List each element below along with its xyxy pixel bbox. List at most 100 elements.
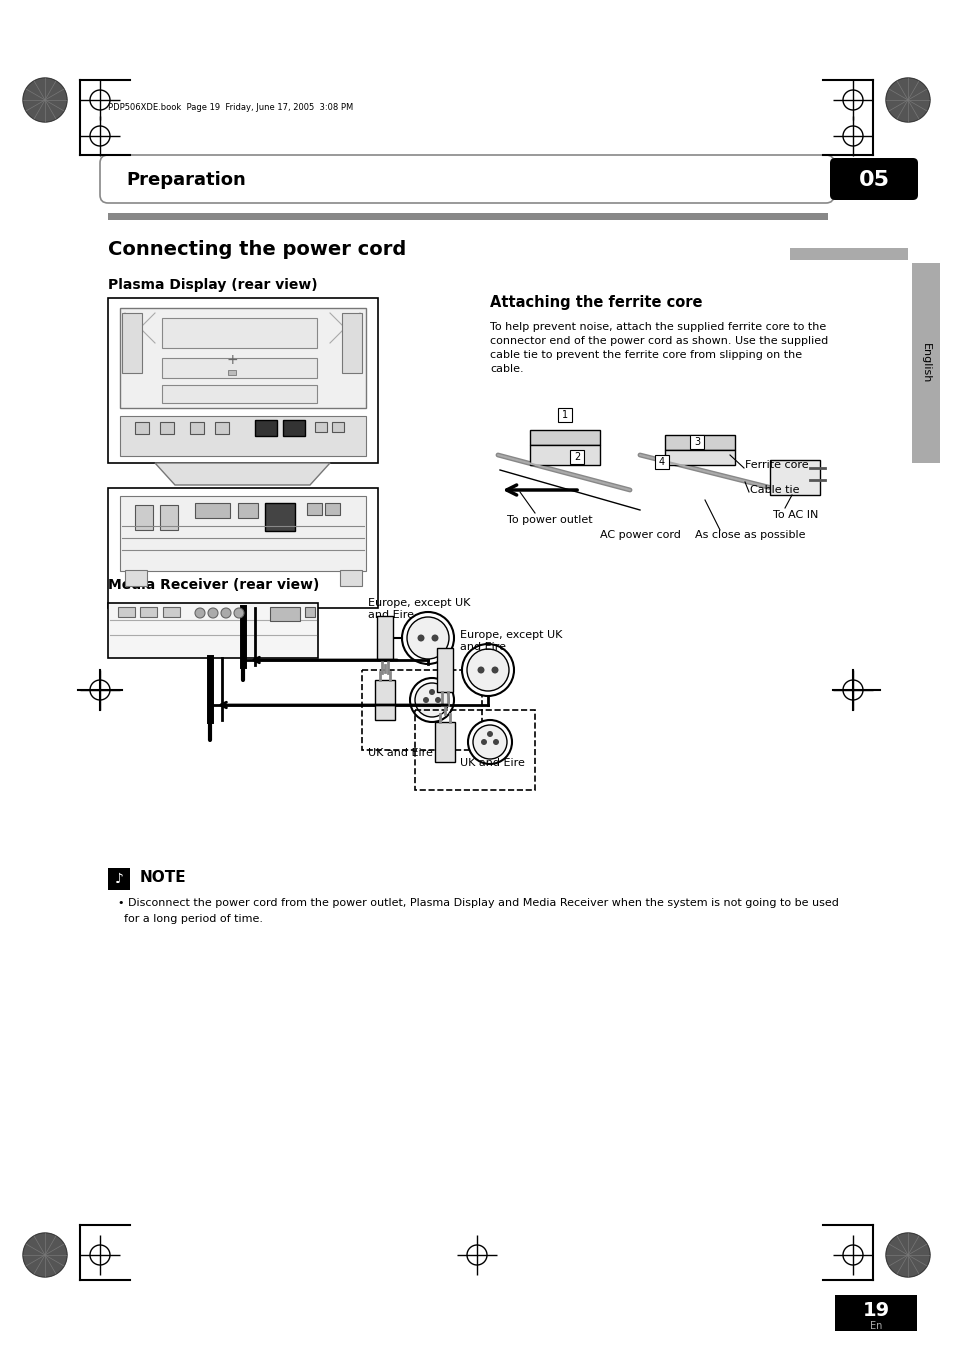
Bar xyxy=(415,711,535,790)
Circle shape xyxy=(429,689,435,694)
Polygon shape xyxy=(664,435,734,450)
Bar xyxy=(135,505,152,530)
Bar xyxy=(162,385,316,403)
Text: AC power cord: AC power cord xyxy=(599,530,680,540)
Text: To AC IN: To AC IN xyxy=(772,509,818,520)
Bar xyxy=(332,422,344,432)
Polygon shape xyxy=(154,463,330,485)
Bar xyxy=(689,435,703,449)
Circle shape xyxy=(467,648,509,690)
Text: Attaching the ferrite core: Attaching the ferrite core xyxy=(490,295,701,309)
Text: +: + xyxy=(226,353,237,367)
Bar xyxy=(190,422,204,434)
Bar xyxy=(325,503,339,515)
Text: Media Receiver (rear view): Media Receiver (rear view) xyxy=(108,578,319,592)
Bar xyxy=(769,459,820,494)
Bar xyxy=(120,496,366,571)
Circle shape xyxy=(233,608,244,617)
Circle shape xyxy=(417,635,424,642)
Circle shape xyxy=(480,739,486,744)
Text: Cable tie: Cable tie xyxy=(749,485,799,494)
Circle shape xyxy=(473,725,506,759)
Bar xyxy=(135,422,149,434)
Text: As close as possible: As close as possible xyxy=(695,530,804,540)
Bar xyxy=(118,607,135,617)
Bar xyxy=(120,416,366,457)
Text: 05: 05 xyxy=(858,170,888,190)
Circle shape xyxy=(410,678,454,721)
Circle shape xyxy=(461,644,514,696)
Bar xyxy=(436,648,453,692)
Bar xyxy=(789,249,907,259)
Bar xyxy=(108,213,827,220)
Polygon shape xyxy=(530,444,599,465)
Polygon shape xyxy=(23,78,67,122)
Bar xyxy=(140,607,157,617)
Bar xyxy=(270,607,299,621)
Text: Europe, except UK
and Eire: Europe, except UK and Eire xyxy=(459,630,561,651)
Polygon shape xyxy=(885,1233,929,1277)
Text: English: English xyxy=(920,343,930,384)
Bar xyxy=(125,570,147,586)
Text: Connecting the power cord: Connecting the power cord xyxy=(108,240,406,259)
Text: 1: 1 xyxy=(561,409,567,420)
Bar xyxy=(655,455,668,469)
Bar xyxy=(435,721,455,762)
Bar xyxy=(339,570,361,586)
Text: for a long period of time.: for a long period of time. xyxy=(124,915,263,924)
Bar xyxy=(108,299,377,463)
Bar xyxy=(341,313,361,373)
Circle shape xyxy=(221,608,231,617)
Circle shape xyxy=(477,666,484,674)
Bar xyxy=(160,422,173,434)
Text: UK and Eire: UK and Eire xyxy=(459,758,524,767)
Bar xyxy=(237,503,257,517)
Circle shape xyxy=(194,608,205,617)
Text: Europe, except UK
and Eire: Europe, except UK and Eire xyxy=(368,598,470,620)
Polygon shape xyxy=(530,430,599,444)
Bar xyxy=(228,370,235,376)
Bar xyxy=(911,263,939,463)
Bar xyxy=(108,488,377,608)
Text: PDP506XDE.book  Page 19  Friday, June 17, 2005  3:08 PM: PDP506XDE.book Page 19 Friday, June 17, … xyxy=(108,104,353,112)
Text: En: En xyxy=(869,1321,882,1331)
Bar xyxy=(194,503,230,517)
Circle shape xyxy=(491,666,498,674)
Text: 2: 2 xyxy=(574,453,579,462)
Circle shape xyxy=(422,697,429,703)
Bar xyxy=(569,450,583,463)
Bar xyxy=(162,358,316,378)
Bar xyxy=(162,317,316,349)
Bar xyxy=(120,308,366,408)
Text: UK and Eire: UK and Eire xyxy=(368,748,433,758)
Text: 3: 3 xyxy=(693,436,700,447)
Bar xyxy=(214,422,229,434)
Polygon shape xyxy=(664,450,734,465)
Bar xyxy=(283,420,305,436)
Text: 19: 19 xyxy=(862,1301,888,1320)
Bar xyxy=(163,607,180,617)
Circle shape xyxy=(431,635,438,642)
Bar xyxy=(108,603,317,658)
Circle shape xyxy=(415,684,449,717)
Bar xyxy=(254,420,276,436)
Bar xyxy=(305,607,314,617)
Bar xyxy=(108,867,130,890)
Text: ♪: ♪ xyxy=(114,871,123,886)
Bar xyxy=(314,422,327,432)
Circle shape xyxy=(468,720,512,765)
Text: Preparation: Preparation xyxy=(126,172,246,189)
Text: Ferrite core: Ferrite core xyxy=(744,459,808,470)
Polygon shape xyxy=(23,1233,67,1277)
Polygon shape xyxy=(885,78,929,122)
Bar xyxy=(265,503,294,531)
Text: To help prevent noise, attach the supplied ferrite core to the
connector end of : To help prevent noise, attach the suppli… xyxy=(490,322,827,374)
Circle shape xyxy=(435,697,440,703)
Text: • Disconnect the power cord from the power outlet, Plasma Display and Media Rece: • Disconnect the power cord from the pow… xyxy=(118,898,838,908)
Bar xyxy=(558,408,572,422)
Text: Plasma Display (rear view): Plasma Display (rear view) xyxy=(108,278,317,292)
Bar xyxy=(160,505,178,530)
Bar xyxy=(122,313,142,373)
Bar xyxy=(376,616,393,661)
Circle shape xyxy=(486,731,493,738)
